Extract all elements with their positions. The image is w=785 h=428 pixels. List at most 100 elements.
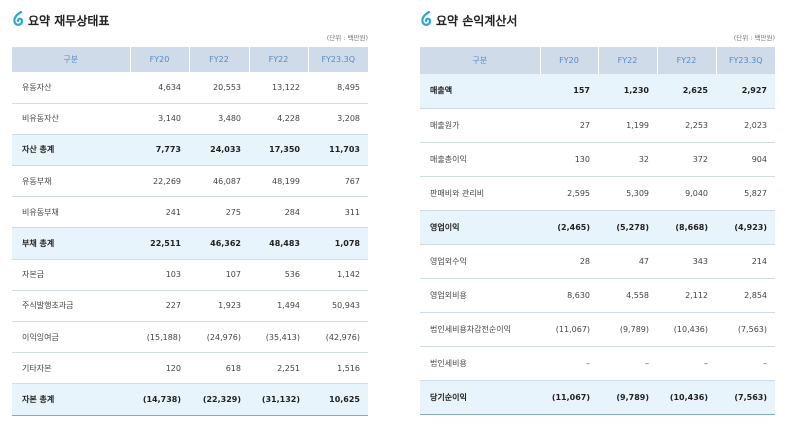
data-table: 구분 FY20 FY22 FY22 FY23.3Q 매출액 157 1,230 2,625 2,9… <box>420 47 775 416</box>
cell-value: (31,132) <box>249 383 308 416</box>
section-title: 요약 손익계산서 <box>436 14 518 28</box>
table-row: 매출총이익 130 32 372 904 <box>420 142 775 177</box>
title-icon <box>13 11 24 26</box>
cell-value: 1,923 <box>189 290 249 323</box>
cell-value: 1,230 <box>598 74 657 109</box>
cell-value: 46,087 <box>189 165 249 198</box>
cell-value: (11,067) <box>540 312 598 348</box>
row-label: 유동자산 <box>12 72 130 104</box>
table-row: 법인세비용차감전순이익 (11,067) (9,789) (10,436) (7,563… <box>420 312 775 348</box>
cell-value: 8,495 <box>308 72 368 104</box>
cell-value: 120 <box>130 352 189 385</box>
row-label: 유동부채 <box>12 165 130 198</box>
row-label: 기타자본 <box>12 352 130 385</box>
cell-value: 27 <box>540 108 598 143</box>
cell-value: 2,595 <box>540 176 598 211</box>
row-label: 자본금 <box>12 259 130 291</box>
cell-value: 5,827 <box>716 176 775 211</box>
cell-value: 8,630 <box>540 278 598 314</box>
cell-value: 11,703 <box>308 134 368 167</box>
table-row: 부채 총계 22,511 46,362 48,483 1,078 <box>12 227 368 260</box>
row-label: 법인세비용 <box>420 346 540 382</box>
cell-value: 4,558 <box>598 278 657 314</box>
row-label: 비유동부채 <box>12 196 130 229</box>
cell-value: 157 <box>540 74 598 109</box>
cell-value: 28 <box>540 244 598 280</box>
data-table: 구분 FY20 FY22 FY22 FY23.3Q 유동자산 4,634 20,553 13,1… <box>12 47 368 416</box>
column-header: FY20 <box>129 47 189 72</box>
cell-value: 2,251 <box>249 352 308 385</box>
cell-value: (2,465) <box>540 210 598 245</box>
row-label: 자본 총계 <box>12 383 130 416</box>
row-label: 매출원가 <box>420 108 540 143</box>
cell-value: 2,023 <box>716 108 775 143</box>
column-header: FY23.3Q <box>715 47 775 74</box>
column-header: FY23.3Q <box>307 47 368 72</box>
cell-value: 4,634 <box>130 72 189 104</box>
table-row: 자본 총계 (14,738) (22,329) (31,132) 10,625 <box>12 383 368 416</box>
cell-value: 2,854 <box>716 278 775 314</box>
cell-value: 5,309 <box>598 176 657 211</box>
table-row: 기타자본 120 618 2,251 1,516 <box>12 352 368 385</box>
cell-value: 372 <box>657 142 716 177</box>
row-label: 자산 총계 <box>12 134 130 167</box>
cell-value: 48,483 <box>249 227 308 260</box>
cell-value: (24,976) <box>189 321 249 354</box>
cell-value: 2,112 <box>657 278 716 314</box>
cell-value: (4,923) <box>716 210 775 245</box>
row-label: 매출총이익 <box>420 142 540 177</box>
cell-value: – <box>598 346 657 382</box>
column-header: FY20 <box>539 47 598 74</box>
table-row: 자산 총계 7,773 24,033 17,350 11,703 <box>12 134 368 167</box>
cell-value: – <box>716 346 775 382</box>
cell-value: – <box>657 346 716 382</box>
row-label: 영업외수익 <box>420 244 540 280</box>
cell-value: 4,228 <box>249 103 308 135</box>
cell-value: (9,789) <box>598 312 657 348</box>
table-row: 비유동자산 3,140 3,480 4,228 3,208 <box>12 103 368 135</box>
header-row: 구분 FY20 FY22 FY22 FY23.3Q <box>420 47 775 74</box>
cell-value: 1,078 <box>308 227 368 260</box>
cell-value: 103 <box>130 259 189 291</box>
row-label: 판매비와 관리비 <box>420 176 540 211</box>
title-icon <box>421 11 432 26</box>
cell-value: (14,738) <box>130 383 189 416</box>
row-label: 부채 총계 <box>12 227 130 260</box>
cell-value: 47 <box>598 244 657 280</box>
cell-value: 10,625 <box>308 383 368 416</box>
table-row: 영업외수익 28 47 343 214 <box>420 244 775 280</box>
cell-value: 536 <box>249 259 308 291</box>
cell-value: 311 <box>308 196 368 229</box>
cell-value: (11,067) <box>540 380 598 416</box>
cell-value: 50,943 <box>308 290 368 323</box>
table-row: 유동자산 4,634 20,553 13,122 8,495 <box>12 72 368 104</box>
row-label: 당기순이익 <box>420 380 540 416</box>
table-row: 법인세비용 – – – – <box>420 346 775 382</box>
cell-value: 275 <box>189 196 249 229</box>
row-label: 법인세비용차감전순이익 <box>420 312 540 348</box>
cell-value: 3,480 <box>189 103 249 135</box>
cell-value: 904 <box>716 142 775 177</box>
cell-value: 1,494 <box>249 290 308 323</box>
row-label: 주식발행초과금 <box>12 290 130 323</box>
table-row: 매출액 157 1,230 2,625 2,927 <box>420 74 775 109</box>
cell-value: 3,140 <box>130 103 189 135</box>
table-row: 유동부채 22,269 46,087 48,199 767 <box>12 165 368 198</box>
cell-value: 107 <box>189 259 249 291</box>
header-row: 구분 FY20 FY22 FY22 FY23.3Q <box>12 47 368 72</box>
column-header: 구분 <box>420 47 540 74</box>
table-row: 판매비와 관리비 2,595 5,309 9,040 5,827 <box>420 176 775 211</box>
cell-value: (7,563) <box>716 312 775 348</box>
cell-value: (10,436) <box>657 380 716 416</box>
row-label: 영업이익 <box>420 210 540 245</box>
cell-value: 2,625 <box>657 74 716 109</box>
cell-value: (5,278) <box>598 210 657 245</box>
table-row: 이익잉여금 (15,188) (24,976) (35,413) (42,976) <box>12 321 368 354</box>
cell-value: (15,188) <box>130 321 189 354</box>
cell-value: 241 <box>130 196 189 229</box>
column-header: 구분 <box>12 47 130 72</box>
cell-value: (42,976) <box>308 321 368 354</box>
cell-value: (10,436) <box>657 312 716 348</box>
cell-value: 2,253 <box>657 108 716 143</box>
table-row: 영업외비용 8,630 4,558 2,112 2,854 <box>420 278 775 314</box>
